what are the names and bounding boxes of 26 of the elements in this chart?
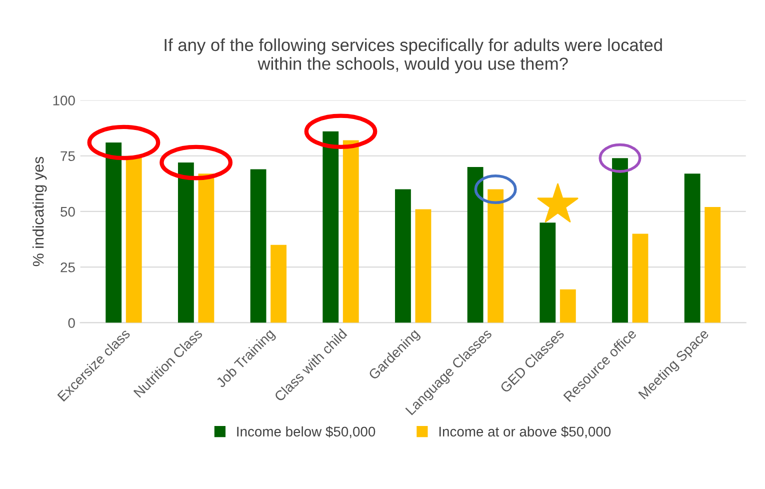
y-tick-label: 0 (68, 318, 75, 328)
legend-label: Income at or above $50,000 (439, 426, 611, 438)
bar (415, 209, 432, 323)
y-tick-label: 50 (60, 206, 75, 217)
bar (467, 166, 484, 323)
bar (270, 244, 286, 323)
y-tick-label: 25 (60, 262, 75, 272)
y-tick-label: 100 (53, 96, 75, 106)
chart-title: If any of the following services specifically for adults were located within the schools, would you use them? (164, 38, 662, 74)
y-tick-label: 75 (60, 151, 75, 162)
bar (612, 158, 628, 323)
bar (488, 189, 504, 323)
bar (560, 289, 576, 323)
bar (342, 140, 359, 323)
bar (126, 156, 142, 323)
y-axis-title: % indicating yes (32, 156, 47, 266)
bar (704, 207, 721, 323)
bar (322, 131, 339, 323)
bar (106, 142, 122, 323)
bar (250, 169, 266, 323)
bar (178, 162, 194, 323)
bar (198, 174, 214, 323)
bar (684, 174, 700, 323)
legend-label: Income below $50,000 (237, 426, 376, 438)
bar (632, 234, 648, 323)
bar (395, 189, 411, 323)
